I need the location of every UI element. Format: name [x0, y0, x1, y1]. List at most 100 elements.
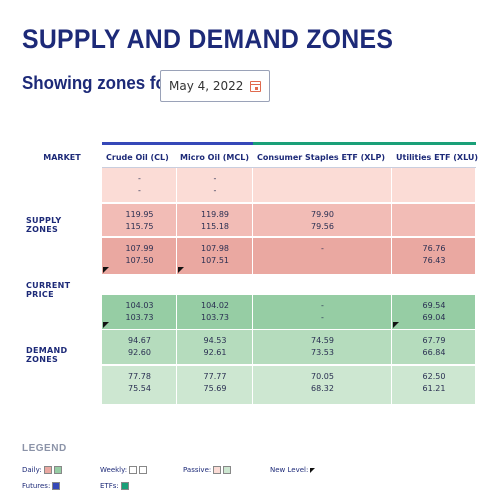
- supply-zone-value: -: [213, 186, 217, 195]
- demand-zone-value: 75.54: [128, 384, 151, 393]
- current-price-label: CURRENT PRICE: [26, 281, 71, 299]
- supply-zone-value: 107.51: [201, 256, 229, 265]
- legend-etfs-label: ETFs:: [100, 482, 119, 490]
- supply-zone-band: [392, 204, 476, 236]
- date-picker[interactable]: May 4, 2022: [160, 70, 270, 102]
- new-level-marker: [103, 322, 109, 328]
- supply-zone-value: -: [138, 186, 141, 195]
- demand-zone-band: [102, 295, 177, 329]
- page-title: SUPPLY AND DEMAND ZONES: [22, 24, 394, 54]
- demand-zone-band: [253, 366, 392, 404]
- supply-zone-band: [392, 238, 476, 274]
- demand-zone-band: [102, 366, 177, 404]
- col-bar-micro: [177, 142, 253, 145]
- col-bar-xlu: [392, 142, 476, 145]
- legend-daily-label: Daily:: [22, 466, 42, 474]
- new-level-icon: [310, 467, 316, 473]
- supply-zone-band: [253, 238, 392, 274]
- supply-zone-band: [177, 168, 253, 202]
- supply-zone-value: 79.90: [311, 210, 334, 219]
- demand-zone-value: 103.73: [125, 313, 154, 322]
- demand-zone-value: 67.79: [422, 336, 446, 345]
- supply-zone-band: [177, 238, 253, 274]
- showing-zones-label: Showing zones for:: [22, 73, 179, 93]
- demand-zone-value: -: [321, 301, 324, 310]
- supply-zone-band: [177, 204, 253, 236]
- supply-row-divider: [102, 236, 476, 237]
- supply-zone-value: 76.76: [422, 244, 446, 253]
- supply-zone-band: [102, 238, 177, 274]
- new-level-marker: [393, 322, 399, 328]
- col-bar-xlp: [253, 142, 392, 145]
- demand-zone-value: 69.54: [422, 301, 446, 310]
- demand-zone-band: [253, 295, 392, 329]
- supply-zone-value: -: [138, 174, 141, 183]
- legend-weekly-label: Weekly:: [100, 466, 128, 474]
- demand-zone-band: [177, 330, 253, 364]
- legend-daily: Daily:: [22, 466, 62, 474]
- demand-zone-value: 66.84: [422, 348, 446, 357]
- legend-etfs: ETFs:: [100, 482, 129, 490]
- supply-zone-value: 107.99: [125, 244, 154, 253]
- header-divider: [102, 167, 476, 168]
- demand-zone-value: 73.53: [311, 348, 334, 357]
- demand-zone-value: 94.53: [203, 336, 227, 345]
- supply-zone-value: 115.75: [125, 222, 154, 231]
- column-header-crude-oil: Crude Oil (CL): [106, 152, 169, 162]
- demand-zone-value: 69.04: [422, 313, 446, 322]
- demand-zone-value: 74.59: [311, 336, 334, 345]
- demand-zone-value: 92.61: [203, 348, 227, 357]
- supply-row-divider: [102, 274, 476, 275]
- demand-zone-band: [392, 295, 476, 329]
- legend-weekly: Weekly:: [100, 466, 148, 474]
- supply-zone-band: [102, 168, 177, 202]
- supply-zone-band: [102, 204, 177, 236]
- supply-zone-value: 107.98: [201, 244, 229, 253]
- demand-zone-band: [392, 330, 476, 364]
- demand-zone-value: 77.77: [203, 372, 227, 381]
- supply-zone-band: [392, 168, 476, 202]
- legend-passive-demand-swatch: [223, 466, 232, 474]
- demand-zone-value: 92.60: [128, 348, 151, 357]
- supply-zone-value: 115.18: [201, 222, 229, 231]
- demand-row-divider: [102, 404, 476, 405]
- demand-zone-value: 94.67: [128, 336, 151, 345]
- demand-row-divider: [102, 329, 476, 330]
- supply-zone-value: -: [321, 244, 324, 253]
- supply-zone-value: 119.95: [125, 210, 154, 219]
- demand-zone-value: 62.50: [422, 372, 446, 381]
- calendar-icon[interactable]: [250, 81, 261, 92]
- supply-zone-value: 79.56: [311, 222, 334, 231]
- column-header-xlu: Utilities ETF (XLU): [396, 152, 479, 162]
- legend-weekly-demand-swatch: [139, 466, 148, 474]
- demand-zone-band: [177, 366, 253, 404]
- supply-row-divider: [102, 202, 476, 203]
- legend-new-level: New Level:: [270, 466, 316, 474]
- legend-passive-label: Passive:: [183, 466, 212, 474]
- demand-zone-band: [102, 330, 177, 364]
- legend-passive-supply-swatch: [213, 466, 222, 474]
- legend-futures-swatch: [52, 482, 61, 490]
- column-header-xlp: Consumer Staples ETF (XLP): [257, 152, 386, 162]
- demand-zone-value: -: [321, 313, 324, 322]
- demand-zone-band: [253, 330, 392, 364]
- legend-etfs-swatch: [120, 482, 129, 490]
- legend-daily-supply-swatch: [43, 466, 52, 474]
- supply-zone-band: [253, 204, 392, 236]
- demand-zone-value: 104.02: [201, 301, 229, 310]
- legend-title: LEGEND: [22, 443, 67, 454]
- legend-new-level-label: New Level:: [270, 466, 309, 474]
- col-bar-crude: [102, 142, 177, 145]
- demand-zone-value: 103.73: [201, 313, 229, 322]
- date-value[interactable]: May 4, 2022: [169, 79, 244, 93]
- legend-futures: Futures:: [22, 482, 61, 490]
- demand-zone-value: 75.69: [203, 384, 227, 393]
- demand-zone-value: 70.05: [311, 372, 334, 381]
- demand-zone-value: 77.78: [128, 372, 151, 381]
- supply-zone-band: [253, 168, 392, 202]
- demand-zone-value: 61.21: [422, 384, 446, 393]
- new-level-marker: [103, 267, 109, 273]
- legend-weekly-supply-swatch: [129, 466, 138, 474]
- demand-zone-band: [177, 295, 253, 329]
- new-level-marker: [178, 267, 184, 273]
